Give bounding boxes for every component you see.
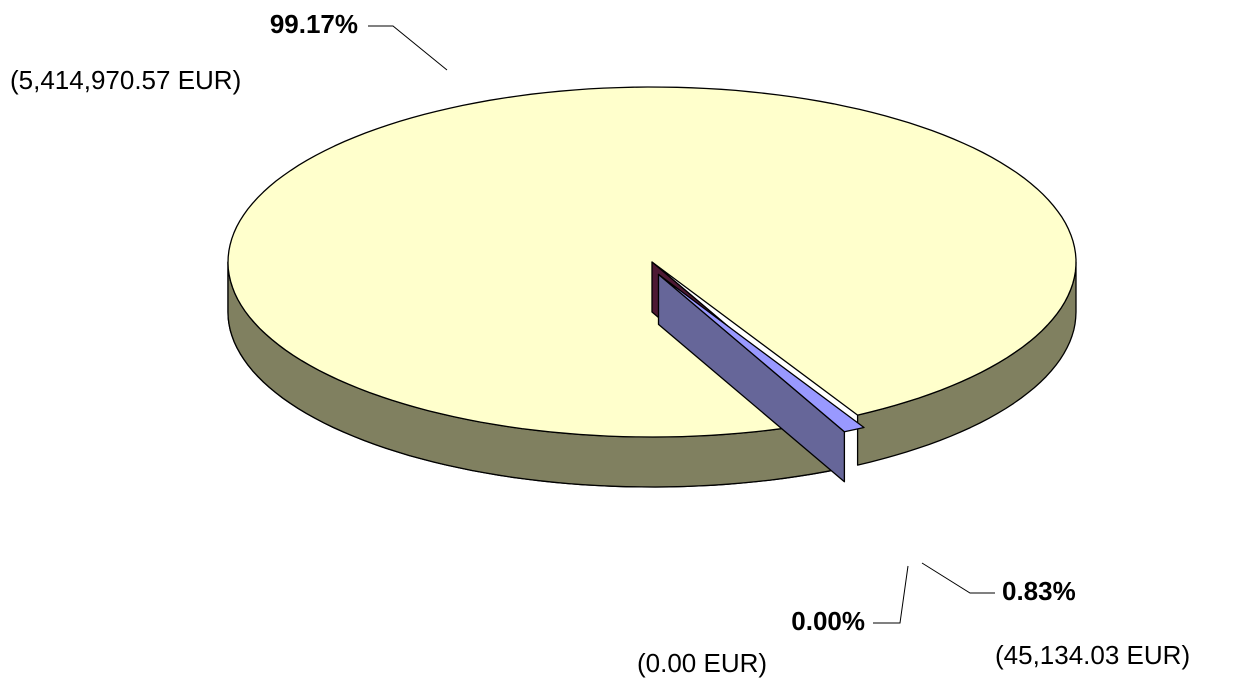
leader-line	[873, 565, 909, 624]
leader-line	[921, 562, 995, 594]
leader-line	[368, 25, 448, 71]
slice-top	[657, 273, 865, 433]
pie	[227, 86, 1077, 488]
value-label: 0.00%	[791, 606, 865, 636]
amount-label: (45,134.03 EUR)	[995, 640, 1190, 670]
value-label: 99.17%	[270, 9, 358, 39]
amount-label: (5,414,970.57 EUR)	[10, 65, 241, 95]
amount-label: (0.00 EUR)	[637, 648, 767, 678]
value-label: 0.83%	[1002, 576, 1076, 606]
